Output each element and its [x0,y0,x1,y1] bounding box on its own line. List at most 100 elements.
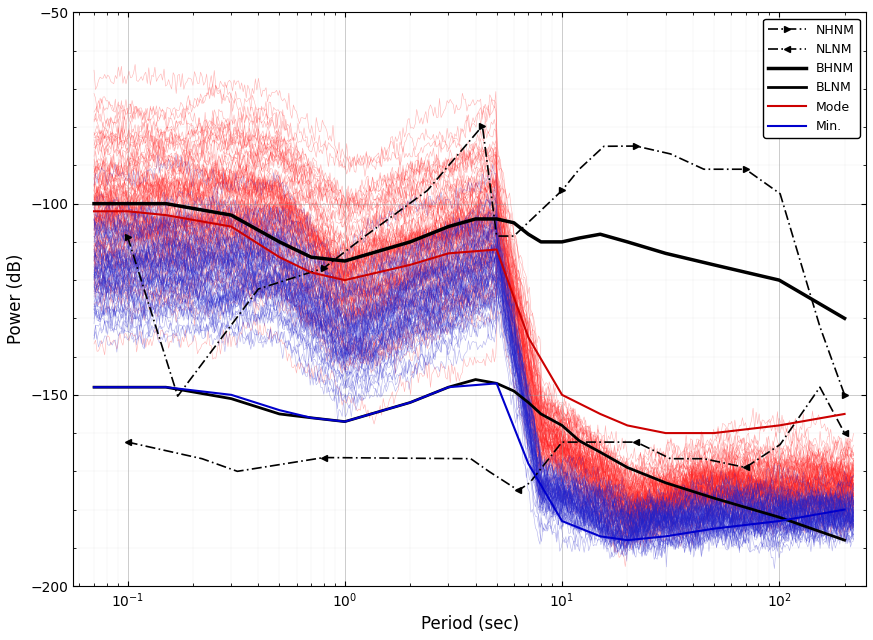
NLNM [122,438,133,446]
BLNM [523,399,533,406]
Min. [595,532,606,540]
BLNM [709,494,719,502]
BLNM [226,395,237,403]
Line: BHNM: BHNM [94,204,844,318]
Mode [491,246,502,253]
BLNM [89,383,100,391]
Min. [122,383,133,391]
NHNM [491,232,502,240]
Line: NHNM: NHNM [125,123,848,399]
BLNM [595,449,606,456]
Mode [595,410,606,418]
NHNM [173,392,183,400]
Mode [622,422,633,429]
BLNM [574,437,584,445]
BLNM [405,399,416,406]
NHNM [815,323,825,330]
Min. [340,418,350,426]
NLNM [525,479,535,486]
BHNM [509,219,519,227]
BHNM [523,230,533,238]
BHNM [709,261,719,269]
NLNM [839,429,849,437]
BHNM [622,238,633,246]
Min. [622,536,633,544]
Line: Mode: Mode [94,211,844,433]
Min. [274,406,285,414]
NLNM [698,455,709,463]
BHNM [557,238,567,246]
Line: BLNM: BLNM [94,380,844,540]
BLNM [660,479,670,486]
BLNM [536,410,546,418]
BLNM [774,513,785,521]
NLNM [631,438,642,446]
Mode [340,276,350,284]
NLNM [740,463,751,471]
NLNM [196,455,207,463]
BHNM [660,250,670,257]
Mode [774,422,785,429]
BHNM [471,215,481,223]
BLNM [274,410,285,418]
X-axis label: Period (sec): Period (sec) [421,615,519,633]
Line: NLNM: NLNM [125,385,848,493]
BHNM [274,238,285,246]
NHNM [775,190,786,198]
NLNM [775,441,786,449]
NLNM [513,486,524,494]
BLNM [161,383,171,391]
Mode [226,223,237,230]
NHNM [122,233,133,241]
BLNM [509,387,519,395]
BHNM [340,257,350,265]
NHNM [478,122,488,130]
Mode [161,211,171,219]
NLNM [232,467,243,475]
BHNM [443,223,454,230]
BHNM [491,215,502,223]
Mode [274,253,285,261]
Min. [839,506,849,513]
NHNM [360,232,370,240]
NHNM [630,142,641,150]
BHNM [161,200,171,207]
Min. [161,383,171,391]
Mode [405,261,416,269]
BLNM [340,418,350,426]
Min. [226,391,237,399]
BHNM [574,234,584,242]
Min. [557,517,567,525]
Mode [89,207,100,215]
NLNM [557,438,567,446]
NHNM [574,165,584,173]
NHNM [839,391,849,399]
Min. [523,460,533,467]
BLNM [491,380,502,387]
BHNM [226,211,237,219]
BLNM [122,383,133,391]
Min. [491,380,502,387]
Min. [709,525,719,532]
NHNM [253,285,264,292]
NLNM [465,455,476,463]
Min. [405,399,416,406]
BLNM [443,383,454,391]
BLNM [839,536,849,544]
NLNM [319,454,329,461]
Mode [122,207,133,215]
Mode [443,250,454,257]
BHNM [405,238,416,246]
NLNM [484,467,494,475]
Mode [839,410,849,418]
BHNM [122,200,133,207]
Mode [523,333,533,341]
NHNM [698,165,709,173]
BHNM [839,314,849,322]
BLNM [306,414,316,422]
NHNM [599,143,609,150]
BHNM [306,253,316,261]
Min. [774,517,785,525]
Mode [557,391,567,399]
Min. [89,383,100,391]
